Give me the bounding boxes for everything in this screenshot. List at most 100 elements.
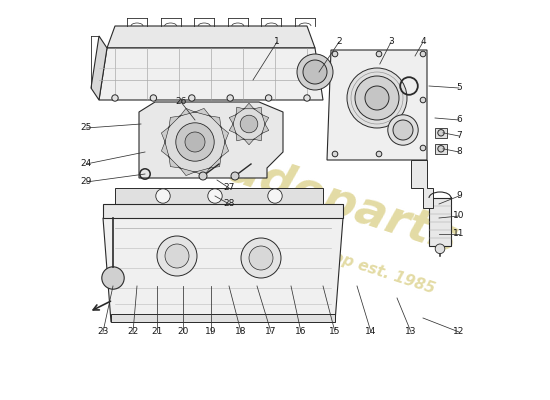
Text: 19: 19 — [205, 328, 217, 336]
Circle shape — [347, 68, 407, 128]
Polygon shape — [221, 127, 229, 142]
Text: 3: 3 — [388, 38, 394, 46]
Circle shape — [157, 236, 197, 276]
Text: 28: 28 — [223, 200, 235, 208]
Circle shape — [304, 95, 310, 101]
Circle shape — [420, 51, 426, 57]
Polygon shape — [236, 107, 244, 114]
Circle shape — [266, 95, 272, 101]
Text: 12: 12 — [453, 328, 465, 336]
Polygon shape — [262, 114, 269, 124]
Polygon shape — [229, 124, 236, 134]
Text: 29: 29 — [80, 178, 92, 186]
Bar — [435, 144, 447, 154]
Circle shape — [189, 95, 195, 101]
Circle shape — [332, 151, 338, 157]
Circle shape — [176, 123, 214, 161]
Text: 15: 15 — [329, 328, 341, 336]
Polygon shape — [221, 142, 229, 157]
Circle shape — [332, 51, 338, 57]
Circle shape — [231, 172, 239, 180]
Polygon shape — [244, 139, 254, 145]
Text: 9: 9 — [456, 192, 462, 200]
Polygon shape — [180, 168, 195, 176]
Text: 2: 2 — [336, 38, 342, 46]
Polygon shape — [111, 314, 335, 322]
Polygon shape — [161, 142, 169, 157]
Bar — [429, 198, 451, 246]
Polygon shape — [180, 108, 195, 116]
Polygon shape — [103, 218, 343, 322]
Circle shape — [150, 95, 157, 101]
Polygon shape — [327, 50, 427, 160]
Circle shape — [208, 189, 222, 203]
Text: 21: 21 — [151, 328, 163, 336]
Circle shape — [388, 115, 418, 145]
Text: 20: 20 — [177, 328, 189, 336]
Text: 11: 11 — [453, 230, 465, 238]
Polygon shape — [229, 114, 236, 124]
Circle shape — [227, 95, 233, 101]
Circle shape — [393, 120, 413, 140]
Polygon shape — [195, 108, 210, 116]
Circle shape — [233, 108, 265, 140]
Text: 10: 10 — [453, 212, 465, 220]
Text: 25: 25 — [80, 124, 92, 132]
Circle shape — [112, 95, 118, 101]
Polygon shape — [195, 168, 210, 176]
Polygon shape — [210, 157, 221, 168]
Circle shape — [420, 145, 426, 151]
Polygon shape — [254, 134, 262, 141]
Circle shape — [438, 130, 444, 136]
Polygon shape — [262, 124, 269, 134]
Polygon shape — [103, 204, 343, 218]
Text: 16: 16 — [295, 328, 307, 336]
Text: 27: 27 — [223, 184, 235, 192]
Circle shape — [435, 244, 445, 254]
Circle shape — [165, 112, 225, 172]
Circle shape — [268, 189, 282, 203]
Polygon shape — [254, 107, 262, 114]
Circle shape — [240, 115, 258, 133]
Circle shape — [249, 246, 273, 270]
Polygon shape — [161, 127, 169, 142]
Text: 23: 23 — [97, 328, 109, 336]
Text: 17: 17 — [265, 328, 277, 336]
Polygon shape — [91, 36, 107, 100]
Polygon shape — [244, 103, 254, 109]
Circle shape — [376, 151, 382, 157]
Text: eudoparts: eudoparts — [191, 137, 463, 263]
Polygon shape — [99, 48, 323, 100]
Circle shape — [156, 189, 170, 203]
Circle shape — [297, 54, 333, 90]
Polygon shape — [107, 26, 315, 48]
Text: 13: 13 — [405, 328, 417, 336]
Circle shape — [438, 146, 444, 152]
Text: 7: 7 — [456, 132, 462, 140]
Polygon shape — [236, 134, 244, 141]
Bar — [435, 128, 447, 138]
Circle shape — [376, 51, 382, 57]
Polygon shape — [115, 188, 323, 204]
Polygon shape — [411, 160, 433, 208]
Text: 26: 26 — [175, 98, 186, 106]
Circle shape — [365, 86, 389, 110]
Circle shape — [199, 172, 207, 180]
Circle shape — [185, 132, 205, 152]
Circle shape — [102, 267, 124, 289]
Circle shape — [303, 60, 327, 84]
Text: 8: 8 — [456, 148, 462, 156]
Polygon shape — [169, 157, 180, 168]
Circle shape — [241, 238, 281, 278]
Circle shape — [165, 244, 189, 268]
Circle shape — [420, 97, 426, 103]
Text: 22: 22 — [128, 328, 139, 336]
Polygon shape — [169, 116, 180, 127]
Polygon shape — [139, 102, 283, 178]
Circle shape — [355, 76, 399, 120]
Text: 14: 14 — [365, 328, 377, 336]
Polygon shape — [210, 116, 221, 127]
Text: a parts shop est. 1985: a parts shop est. 1985 — [249, 223, 437, 297]
Text: 6: 6 — [456, 116, 462, 124]
Text: 24: 24 — [80, 160, 92, 168]
